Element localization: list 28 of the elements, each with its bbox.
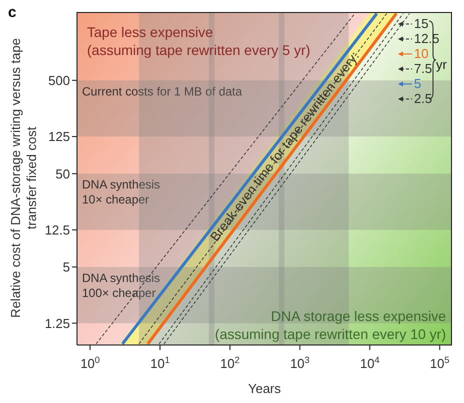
- x-tick-label: 10$^{3}$: [290, 355, 310, 371]
- legend-label: 15: [414, 16, 430, 31]
- legend-label: 5: [414, 76, 422, 91]
- x-tick-label: 10$^{1}$: [150, 355, 170, 371]
- legend-label: 7.5: [414, 61, 432, 76]
- y-tick-label: 1.25: [44, 316, 70, 331]
- annotation: (assuming tape rewritten every 10 yr): [214, 326, 446, 342]
- y-tick-label: 5: [62, 260, 70, 275]
- y-tick-label: 12.5: [44, 222, 70, 238]
- band-label: DNA synthesis 100× cheaper: [82, 271, 160, 300]
- x-tick-label: 10$^{5}$: [430, 355, 450, 371]
- y-tick-label: 50: [56, 166, 70, 182]
- band-label: DNA synthesis 10× cheaper: [82, 178, 160, 207]
- x-tick-label: 10$^{4}$: [360, 355, 380, 371]
- text: c: [8, 4, 16, 21]
- legend-label: 2.5: [414, 91, 434, 106]
- y-axis-title: Relative cost of DNA-storage writing versus tape transfer fixed cost: [8, 38, 39, 318]
- band-label: Current costs for 1 MB of data: [82, 84, 242, 98]
- annotation: Tape less expensive: [87, 24, 214, 40]
- legend-label: 10: [414, 46, 428, 61]
- x-axis-title: Years: [248, 381, 282, 396]
- annotation: DNA storage less expensive: [270, 308, 446, 324]
- annotation: yr: [436, 57, 447, 72]
- annotation: (assuming tape rewritten every 5 yr): [87, 42, 310, 58]
- y-tick-label: 125: [48, 129, 70, 144]
- y-tick-label: 500: [48, 72, 70, 88]
- x-tick-label: 10$^{2}$: [220, 355, 240, 371]
- x-tick-label: 10$^{0}$: [80, 355, 100, 371]
